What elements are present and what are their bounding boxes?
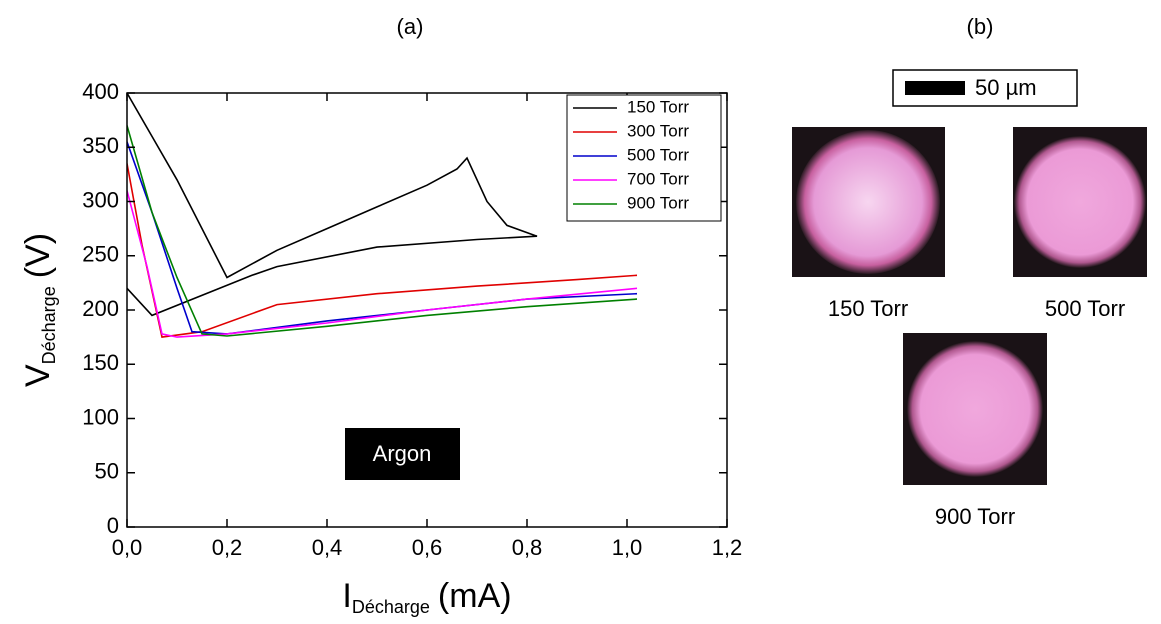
legend-box [566,94,722,222]
photo-label: 500 Torr [1045,296,1125,321]
y-axis-label-part: Décharge [39,286,59,364]
photo-discharge [796,130,940,274]
x-tick-label: 0,6 [412,535,443,560]
y-tick-label: 0 [107,513,119,538]
y-tick-label: 250 [82,242,119,267]
y-tick-label: 50 [95,459,119,484]
photo-label: 900 Torr [935,504,1015,529]
scale-bar [905,81,965,95]
photo-discharge [1014,136,1146,268]
panel-title: (b) [967,14,994,39]
legend-label: 900 Torr [627,193,689,212]
data-line [127,125,638,337]
legend-label: 700 Torr [627,169,689,188]
x-axis-label-part: (mA) [438,577,512,615]
data-line [127,93,538,317]
y-tick-label: 150 [82,350,119,375]
x-tick-label: 0,0 [112,535,143,560]
legend-label: 500 Torr [627,145,689,164]
y-axis-label: VDécharge (V) [19,233,59,387]
y-tick-label: 350 [82,133,119,158]
photo-discharge [907,341,1043,477]
data-line [127,163,638,338]
x-tick-label: 1,0 [612,535,643,560]
x-tick-label: 0,8 [512,535,543,560]
y-tick-label: 300 [82,187,119,212]
y-tick-label: 100 [82,404,119,429]
data-line [127,190,638,338]
legend-label: 150 Torr [627,97,689,116]
x-tick-label: 1,2 [712,535,743,560]
y-axis-label-part: V [19,364,57,387]
legend-label: 300 Torr [627,121,689,140]
y-tick-label: 200 [82,296,119,321]
photo-label: 150 Torr [828,296,908,321]
panel-title: (a) [397,14,424,39]
annotation: Argon [373,441,432,466]
scale-bar-label: 50 µm [975,75,1037,100]
x-axis-label: IDécharge (mA) [342,577,511,617]
x-axis-label-part: I [342,577,351,615]
y-tick-label: 400 [82,79,119,104]
x-axis-label-part: Décharge [352,597,430,617]
x-tick-label: 0,2 [212,535,243,560]
annotation-box [345,428,460,480]
y-axis-label-part: (V) [19,233,57,278]
x-tick-label: 0,4 [312,535,343,560]
